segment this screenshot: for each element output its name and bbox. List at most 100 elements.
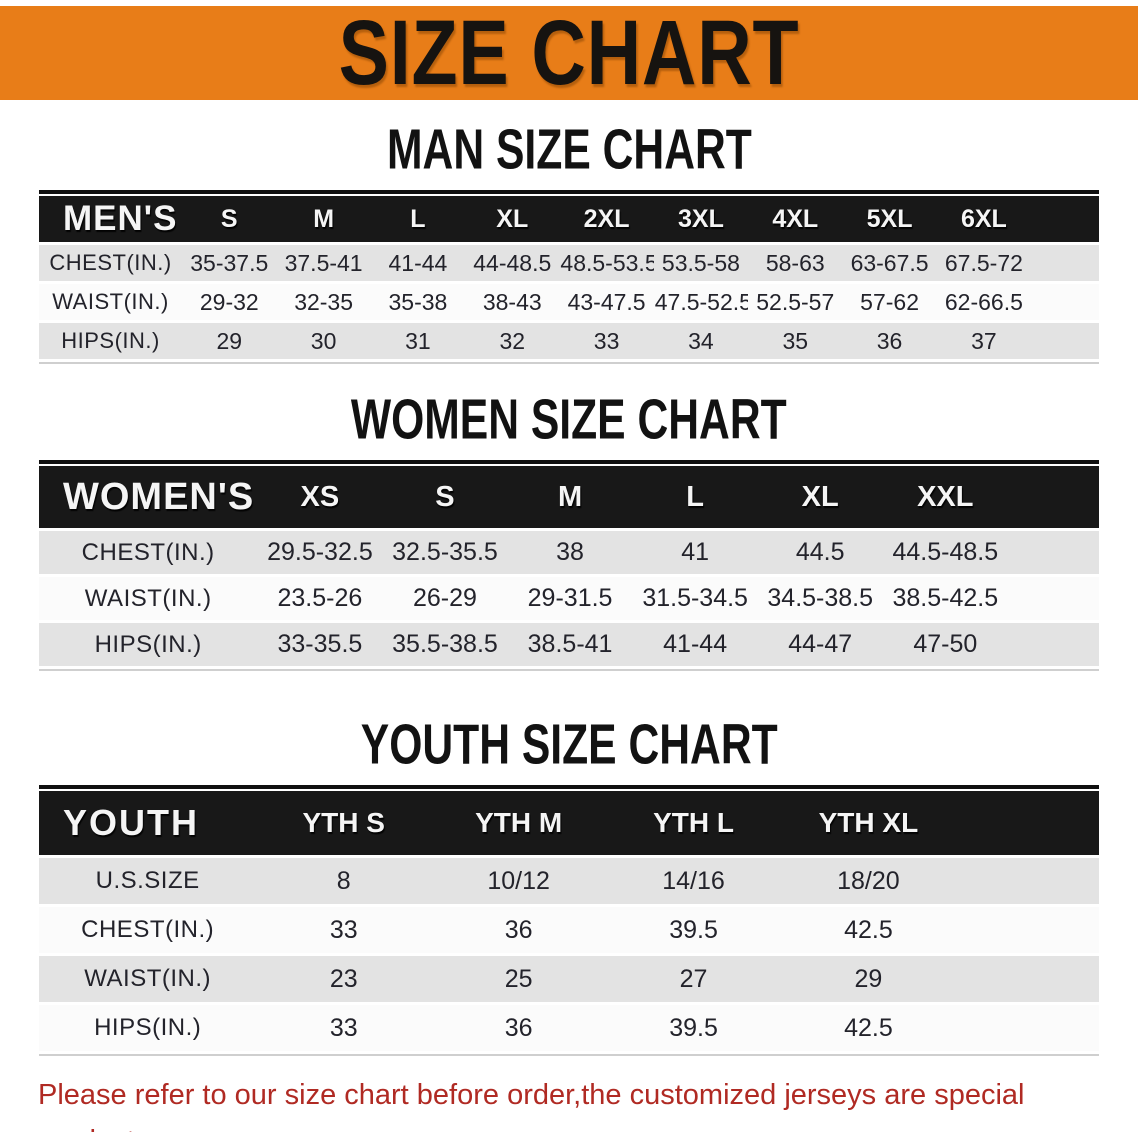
measurement-value: 62-66.5 bbox=[936, 284, 1032, 323]
men-size-header: M bbox=[276, 196, 371, 245]
table-row: HIPS(IN.) 33-35.5 35.5-38.5 38.5-41 41-44 44-… bbox=[39, 623, 1099, 669]
women-table-wrap: WOMEN'S XS S M L XL XXL CHEST(IN.) 29.5-32.5 32.5… bbox=[39, 460, 1099, 671]
women-size-header: XS bbox=[257, 466, 383, 531]
measurement-label: CHEST(IN.) bbox=[39, 531, 258, 577]
women-size-header: L bbox=[632, 466, 758, 531]
measurement-value: 27 bbox=[606, 956, 781, 1005]
men-size-header: 2XL bbox=[559, 196, 654, 245]
measurement-value: 33 bbox=[559, 323, 654, 362]
measurement-value: 38.5-42.5 bbox=[882, 577, 1008, 623]
measurement-value: 39.5 bbox=[606, 1005, 781, 1054]
table-row: HIPS(IN.) 33 36 39.5 42.5 bbox=[39, 1005, 1099, 1054]
measurement-value: 48.5-53.5 bbox=[559, 245, 654, 284]
men-group-label: MEN'S bbox=[39, 196, 183, 245]
measurement-value: 18/20 bbox=[780, 858, 956, 907]
measurement-value: 42.5 bbox=[780, 907, 956, 956]
youth-header-row: YOUTH YTH S YTH M YTH L YTH XL bbox=[39, 791, 1099, 858]
measurement-label: HIPS(IN.) bbox=[39, 623, 258, 669]
section-youth: YOUTH SIZE CHART YOUTH YTH S YTH M YTH L YTH … bbox=[0, 713, 1138, 1056]
measurement-value: 31 bbox=[370, 323, 466, 362]
women-size-header: XL bbox=[757, 466, 883, 531]
measurement-value: 47.5-52.5 bbox=[653, 284, 749, 323]
spacer-cell bbox=[955, 907, 1099, 956]
measurement-value: 36 bbox=[431, 1005, 607, 1054]
measurement-value: 41-44 bbox=[370, 245, 466, 284]
measurement-value: 26-29 bbox=[382, 577, 508, 623]
measurement-value: 37.5-41 bbox=[276, 245, 371, 284]
measurement-value: 39.5 bbox=[606, 907, 781, 956]
women-size-header: XXL bbox=[882, 466, 1008, 531]
women-size-header: M bbox=[507, 466, 633, 531]
measurement-value: 38-43 bbox=[465, 284, 560, 323]
table-row: CHEST(IN.) 29.5-32.5 32.5-35.5 38 41 44.5 44.5… bbox=[39, 531, 1099, 577]
men-header-row: MEN'S S M L XL 2XL 3XL 4XL 5XL 6XL bbox=[39, 196, 1099, 245]
youth-size-header: YTH L bbox=[606, 791, 781, 858]
disclaimer-line-1: Please refer to our size chart before or… bbox=[38, 1079, 1025, 1132]
spacer-cell bbox=[955, 1005, 1099, 1054]
measurement-value: 63-67.5 bbox=[842, 245, 937, 284]
measurement-value: 33-35.5 bbox=[257, 623, 383, 669]
spacer-cell bbox=[1031, 323, 1099, 362]
measurement-value: 38.5-41 bbox=[507, 623, 633, 669]
measurement-value: 29 bbox=[780, 956, 956, 1005]
table-row: CHEST(IN.) 35-37.5 37.5-41 41-44 44-48.5 48.5… bbox=[39, 245, 1099, 284]
table-top-rule bbox=[39, 190, 1099, 194]
women-size-table: WOMEN'S XS S M L XL XXL CHEST(IN.) 29.5-32.5 32.5… bbox=[39, 466, 1099, 671]
measurement-label: CHEST(IN.) bbox=[39, 245, 183, 284]
measurement-value: 41-44 bbox=[632, 623, 758, 669]
men-size-header: L bbox=[370, 196, 466, 245]
measurement-value: 34 bbox=[653, 323, 749, 362]
spacer-cell bbox=[1031, 245, 1099, 284]
section-men: MAN SIZE CHART MEN'S S M L XL 2XL 3XL 4XL 5XL 6XL C… bbox=[0, 122, 1138, 364]
measurement-value: 29-31.5 bbox=[507, 577, 633, 623]
youth-size-header: YTH S bbox=[256, 791, 432, 858]
measurement-value: 36 bbox=[431, 907, 607, 956]
men-table-wrap: MEN'S S M L XL 2XL 3XL 4XL 5XL 6XL CHEST(IN.) 35-37… bbox=[39, 190, 1099, 364]
men-size-header: S bbox=[182, 196, 277, 245]
section-title-youth: YOUTH SIZE CHART bbox=[0, 713, 1138, 777]
measurement-value: 30 bbox=[276, 323, 371, 362]
measurement-value: 43-47.5 bbox=[559, 284, 654, 323]
section-title-women: WOMEN SIZE CHART bbox=[0, 392, 1138, 448]
men-size-header: 5XL bbox=[842, 196, 937, 245]
measurement-value: 38 bbox=[507, 531, 633, 577]
section-women: WOMEN SIZE CHART WOMEN'S XS S M L XL XXL CHEST(I… bbox=[0, 392, 1138, 671]
table-top-rule bbox=[39, 460, 1099, 464]
spacer-cell bbox=[1007, 531, 1099, 577]
measurement-value: 33 bbox=[256, 907, 432, 956]
measurement-value: 44.5 bbox=[757, 531, 883, 577]
size-chart-page: SIZE CHART MAN SIZE CHART MEN'S S M L XL 2XL 3X… bbox=[0, 6, 1138, 1132]
measurement-value: 23.5-26 bbox=[257, 577, 383, 623]
measurement-label: HIPS(IN.) bbox=[39, 323, 183, 362]
men-size-header: XL bbox=[465, 196, 560, 245]
spacer-cell bbox=[1031, 284, 1099, 323]
measurement-value: 52.5-57 bbox=[748, 284, 843, 323]
measurement-value: 25 bbox=[431, 956, 607, 1005]
measurement-label: WAIST(IN.) bbox=[39, 284, 183, 323]
spacer-cell bbox=[1007, 623, 1099, 669]
measurement-value: 44.5-48.5 bbox=[882, 531, 1008, 577]
youth-group-label: YOUTH bbox=[39, 791, 257, 858]
section-title-text: YOUTH SIZE CHART bbox=[360, 713, 778, 777]
measurement-value: 35-38 bbox=[370, 284, 466, 323]
youth-table-wrap: YOUTH YTH S YTH M YTH L YTH XL U.S.SIZE 8 10/12… bbox=[39, 785, 1099, 1056]
measurement-value: 35 bbox=[748, 323, 843, 362]
measurement-label: WAIST(IN.) bbox=[39, 956, 257, 1005]
measurement-label: CHEST(IN.) bbox=[39, 907, 257, 956]
measurement-value: 67.5-72 bbox=[936, 245, 1032, 284]
measurement-label: WAIST(IN.) bbox=[39, 577, 258, 623]
size-chart-banner: SIZE CHART bbox=[0, 6, 1138, 100]
measurement-value: 41 bbox=[632, 531, 758, 577]
table-row: WAIST(IN.) 23 25 27 29 bbox=[39, 956, 1099, 1005]
measurement-value: 44-48.5 bbox=[465, 245, 560, 284]
measurement-value: 42.5 bbox=[780, 1005, 956, 1054]
spacer-cell bbox=[1031, 196, 1099, 245]
spacer-cell bbox=[955, 956, 1099, 1005]
measurement-value: 23 bbox=[256, 956, 432, 1005]
women-group-label: WOMEN'S bbox=[39, 466, 258, 531]
measurement-value: 36 bbox=[842, 323, 937, 362]
measurement-value: 57-62 bbox=[842, 284, 937, 323]
table-row: HIPS(IN.) 29 30 31 32 33 34 35 36 37 bbox=[39, 323, 1099, 362]
women-header-row: WOMEN'S XS S M L XL XXL bbox=[39, 466, 1099, 531]
table-row: U.S.SIZE 8 10/12 14/16 18/20 bbox=[39, 858, 1099, 907]
